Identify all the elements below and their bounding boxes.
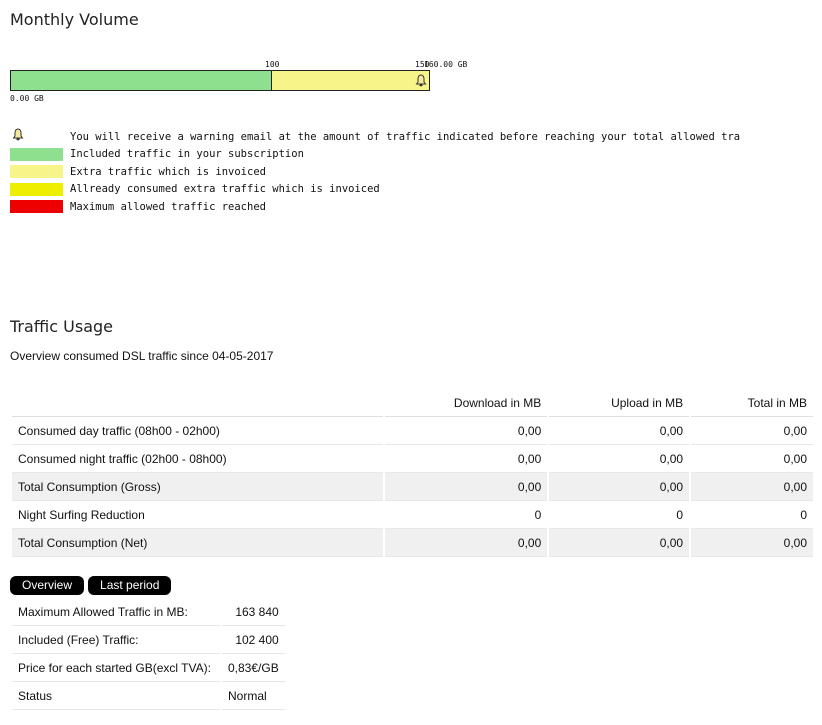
bar-tick-start: 0.00 GB <box>10 94 44 103</box>
bar-tick-end: 150 <box>415 60 430 69</box>
table-header-row: Download in MB Upload in MB Total in MB <box>12 390 813 417</box>
row-label: Night Surfing Reduction <box>12 501 384 529</box>
row-download: 0 <box>385 501 548 529</box>
row-label: Consumed night traffic (02h00 - 08h00) <box>12 445 384 473</box>
summary-row-price: Price for each started GB(excl TVA): 0,8… <box>12 654 285 682</box>
legend-text: Maximum allowed traffic reached <box>70 200 266 213</box>
row-total: 0,00 <box>691 473 813 501</box>
row-total: 0,00 <box>691 417 813 445</box>
monthly-volume-title: Monthly Volume <box>10 10 139 29</box>
bar-included-segment <box>11 71 273 90</box>
row-upload: 0,00 <box>549 417 690 445</box>
traffic-usage-title: Traffic Usage <box>10 317 114 336</box>
legend-row-warning: You will receive a warning email at the … <box>10 128 820 146</box>
row-label: Total Consumption (Gross) <box>12 473 384 501</box>
tab-last-period[interactable]: Last period <box>88 576 172 595</box>
column-header-total: Total in MB <box>691 390 813 417</box>
row-download: 0,00 <box>385 473 548 501</box>
summary-value: 163 840 <box>222 598 285 626</box>
period-tabs: Overview Last period <box>10 576 172 595</box>
traffic-since-text: Overview consumed DSL traffic since 04-0… <box>10 349 274 363</box>
row-upload: 0,00 <box>549 445 690 473</box>
bell-icon <box>12 128 24 141</box>
row-download: 0,00 <box>385 445 548 473</box>
column-header-download: Download in MB <box>385 390 548 417</box>
legend-text: You will receive a warning email at the … <box>70 130 741 143</box>
legend-text: Included traffic in your subscription <box>70 148 304 161</box>
legend-row-extra: Extra traffic which is invoiced <box>10 163 820 181</box>
summary-label: Included (Free) Traffic: <box>12 626 220 654</box>
legend-swatch-consumed-extra <box>10 182 63 196</box>
row-total: 0 <box>691 501 813 529</box>
bar-extra-segment <box>272 71 429 90</box>
legend-text: Allready consumed extra traffic which is… <box>70 183 380 196</box>
monthly-volume-bar <box>10 70 430 91</box>
summary-row-max-traffic: Maximum Allowed Traffic in MB: 163 840 <box>12 598 285 626</box>
legend-swatch-included <box>10 147 63 161</box>
legend-row-consumed-extra: Allready consumed extra traffic which is… <box>10 181 820 199</box>
bell-icon <box>415 74 427 87</box>
row-total: 0,00 <box>691 445 813 473</box>
table-row: Total Consumption (Net) 0,00 0,00 0,00 <box>12 529 813 557</box>
table-row: Total Consumption (Gross) 0,00 0,00 0,00 <box>12 473 813 501</box>
column-header-upload: Upload in MB <box>549 390 690 417</box>
row-upload: 0,00 <box>549 529 690 557</box>
row-upload: 0,00 <box>549 473 690 501</box>
summary-label: Price for each started GB(excl TVA): <box>12 654 220 682</box>
traffic-usage-table: Download in MB Upload in MB Total in MB … <box>10 390 815 557</box>
summary-row-included-traffic: Included (Free) Traffic: 102 400 <box>12 626 285 654</box>
summary-value: 0,83€/GB <box>222 654 285 682</box>
legend-swatch-maximum <box>10 200 63 214</box>
legend-swatch-extra <box>10 165 63 179</box>
summary-value: 102 400 <box>222 626 285 654</box>
summary-label: Maximum Allowed Traffic in MB: <box>12 598 220 626</box>
table-row: Night Surfing Reduction 0 0 0 <box>12 501 813 529</box>
bar-tick-mid: 100 <box>265 60 280 69</box>
row-download: 0,00 <box>385 529 548 557</box>
legend-text: Extra traffic which is invoiced <box>70 165 266 178</box>
row-download: 0,00 <box>385 417 548 445</box>
tab-overview[interactable]: Overview <box>10 576 85 595</box>
summary-label: Status <box>12 682 220 710</box>
row-total: 0,00 <box>691 529 813 557</box>
row-label: Total Consumption (Net) <box>12 529 384 557</box>
row-upload: 0 <box>549 501 690 529</box>
legend: You will receive a warning email at the … <box>10 128 820 216</box>
summary-value: Normal <box>222 682 285 710</box>
bar-tick-end-overlap: 160.00 GB <box>424 60 468 69</box>
table-row: Consumed day traffic (08h00 - 02h00) 0,0… <box>12 417 813 445</box>
summary-row-status: Status Normal <box>12 682 285 710</box>
row-label: Consumed day traffic (08h00 - 02h00) <box>12 417 384 445</box>
subscription-summary: Maximum Allowed Traffic in MB: 163 840 I… <box>10 598 287 710</box>
legend-row-included: Included traffic in your subscription <box>10 146 820 164</box>
table-row: Consumed night traffic (02h00 - 08h00) 0… <box>12 445 813 473</box>
column-header-label <box>12 390 384 417</box>
legend-row-maximum: Maximum allowed traffic reached <box>10 198 820 216</box>
